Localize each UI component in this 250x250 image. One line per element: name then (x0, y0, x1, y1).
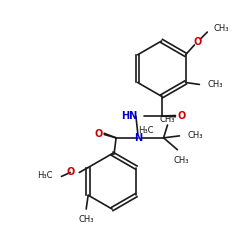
Text: O: O (193, 37, 202, 47)
Text: CH₃: CH₃ (160, 114, 175, 124)
Text: H₃C: H₃C (37, 171, 52, 180)
Text: O: O (66, 168, 74, 177)
Text: CH₃: CH₃ (187, 132, 203, 140)
Text: N: N (134, 133, 142, 143)
Text: O: O (94, 129, 102, 139)
Text: CH₃: CH₃ (207, 80, 223, 89)
Text: CH₃: CH₃ (213, 24, 229, 32)
Text: CH₃: CH₃ (174, 156, 189, 165)
Text: HN: HN (122, 111, 138, 121)
Text: CH₃: CH₃ (78, 215, 94, 224)
Text: H₃C: H₃C (138, 126, 154, 136)
Text: O: O (177, 111, 186, 121)
